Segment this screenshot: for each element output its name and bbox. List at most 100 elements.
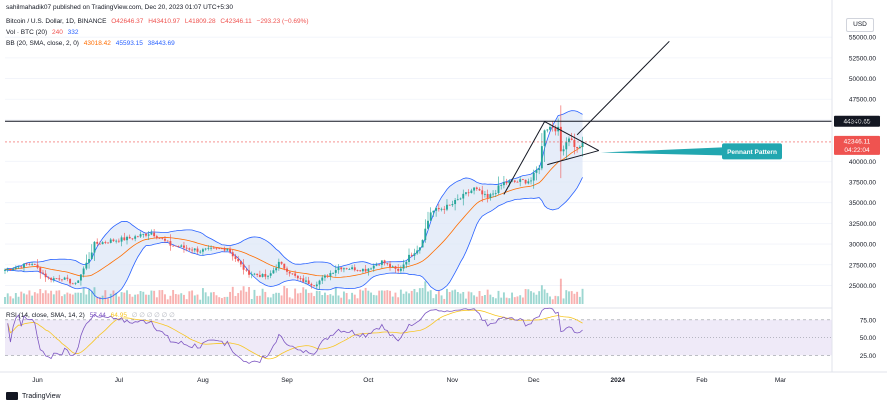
candle-body (394, 266, 397, 269)
time-tick-label: Nov (447, 377, 459, 384)
candle-body (12, 268, 15, 270)
candle-body (139, 234, 142, 237)
candle-body (256, 273, 259, 275)
target-projection-line (576, 40, 670, 136)
candle-body (465, 192, 467, 194)
candle-body (516, 181, 519, 183)
candle-body (185, 247, 188, 249)
candle-body (321, 277, 324, 281)
volume-bar (109, 293, 112, 304)
candle-body (483, 193, 486, 195)
candle-body (207, 247, 210, 249)
candle-body (524, 179, 527, 184)
volume-bar (234, 295, 237, 304)
candle-body (115, 240, 118, 242)
candle-body (519, 179, 522, 182)
volume-bar (416, 292, 419, 304)
candle-body (191, 249, 194, 251)
volume-bar (185, 299, 188, 304)
volume-bar (264, 291, 267, 304)
volume-bar (326, 295, 329, 304)
candle-body (223, 248, 226, 251)
volume-bar (578, 296, 581, 304)
candle-body (451, 204, 454, 206)
callout-box (722, 143, 782, 160)
candle-body (88, 259, 91, 263)
candle-body (540, 146, 543, 169)
price-tick-label: 55000.00 (849, 35, 876, 42)
candle-body (345, 268, 348, 270)
publisher-line: sahilmahadik07 published on TradingView.… (6, 4, 233, 11)
volume-bar (136, 294, 139, 304)
pennant-lower-line (547, 150, 599, 166)
candle-body (90, 252, 93, 260)
volume-bar (77, 292, 80, 304)
volume-bar (47, 293, 50, 304)
volume-bar (421, 287, 424, 304)
candle-body (180, 245, 183, 247)
volume-bar (418, 288, 421, 304)
currency-button[interactable]: USD (846, 18, 874, 32)
bb-lower-value: 38443.69 (147, 40, 175, 47)
candle-body (55, 278, 58, 280)
candle-body (437, 208, 440, 210)
candle-body (397, 268, 400, 271)
volume-bar (172, 289, 175, 304)
volume-bar (535, 294, 538, 304)
volume-bar (145, 294, 147, 304)
candle-body (508, 180, 511, 184)
volume-bar (375, 295, 378, 304)
volume-bar (267, 297, 269, 304)
candle-body (380, 260, 383, 265)
volume-bar (131, 296, 134, 304)
candle-body (378, 264, 381, 266)
volume-bar (212, 292, 215, 304)
candle-body (123, 237, 126, 241)
candle-body (505, 181, 508, 184)
candle-body (85, 262, 88, 269)
pattern-drawings[interactable]: 44840.65 42346.11 04:22:04 Pennant Pattern (5, 40, 880, 195)
volume-bar (402, 293, 405, 304)
candle-body (23, 263, 25, 268)
candle-body (489, 194, 492, 198)
candle-body (389, 263, 391, 268)
candle-body (220, 248, 223, 250)
candle-body (134, 236, 137, 239)
bb-upper-line (4, 110, 583, 271)
candle-body (248, 270, 250, 275)
candle-body (286, 268, 288, 272)
candle-body (562, 149, 565, 152)
rsi-value: 57.44 (89, 312, 106, 319)
candle-body (459, 198, 462, 200)
candle-body (210, 247, 213, 249)
volume-bar (557, 296, 560, 304)
volume-bar (511, 292, 513, 304)
volume-bar (177, 294, 180, 304)
candle-body (353, 267, 356, 271)
candle-body (177, 245, 180, 247)
candle-body (546, 129, 549, 131)
volume-bar (245, 291, 248, 304)
volume-bar (223, 296, 226, 304)
candle-body (305, 280, 307, 282)
volume-bar (302, 287, 305, 304)
volume-bar (348, 299, 351, 304)
candle-body (242, 264, 245, 270)
volume-bar (527, 289, 530, 304)
candle-body (93, 241, 96, 253)
candle-body (272, 270, 275, 274)
volume-bar (397, 297, 400, 304)
candle-body (527, 181, 530, 184)
volume-bar (253, 289, 256, 304)
volume-bar (443, 298, 446, 304)
volume-bar (88, 289, 91, 304)
volume-bar (549, 296, 551, 304)
candle-body (299, 278, 302, 280)
candle-body (427, 220, 429, 229)
pennant-pole-line (503, 121, 546, 195)
volume-bar (58, 290, 61, 304)
candle-body (549, 126, 551, 130)
volume-bar (502, 292, 505, 304)
candle-body (361, 268, 364, 272)
